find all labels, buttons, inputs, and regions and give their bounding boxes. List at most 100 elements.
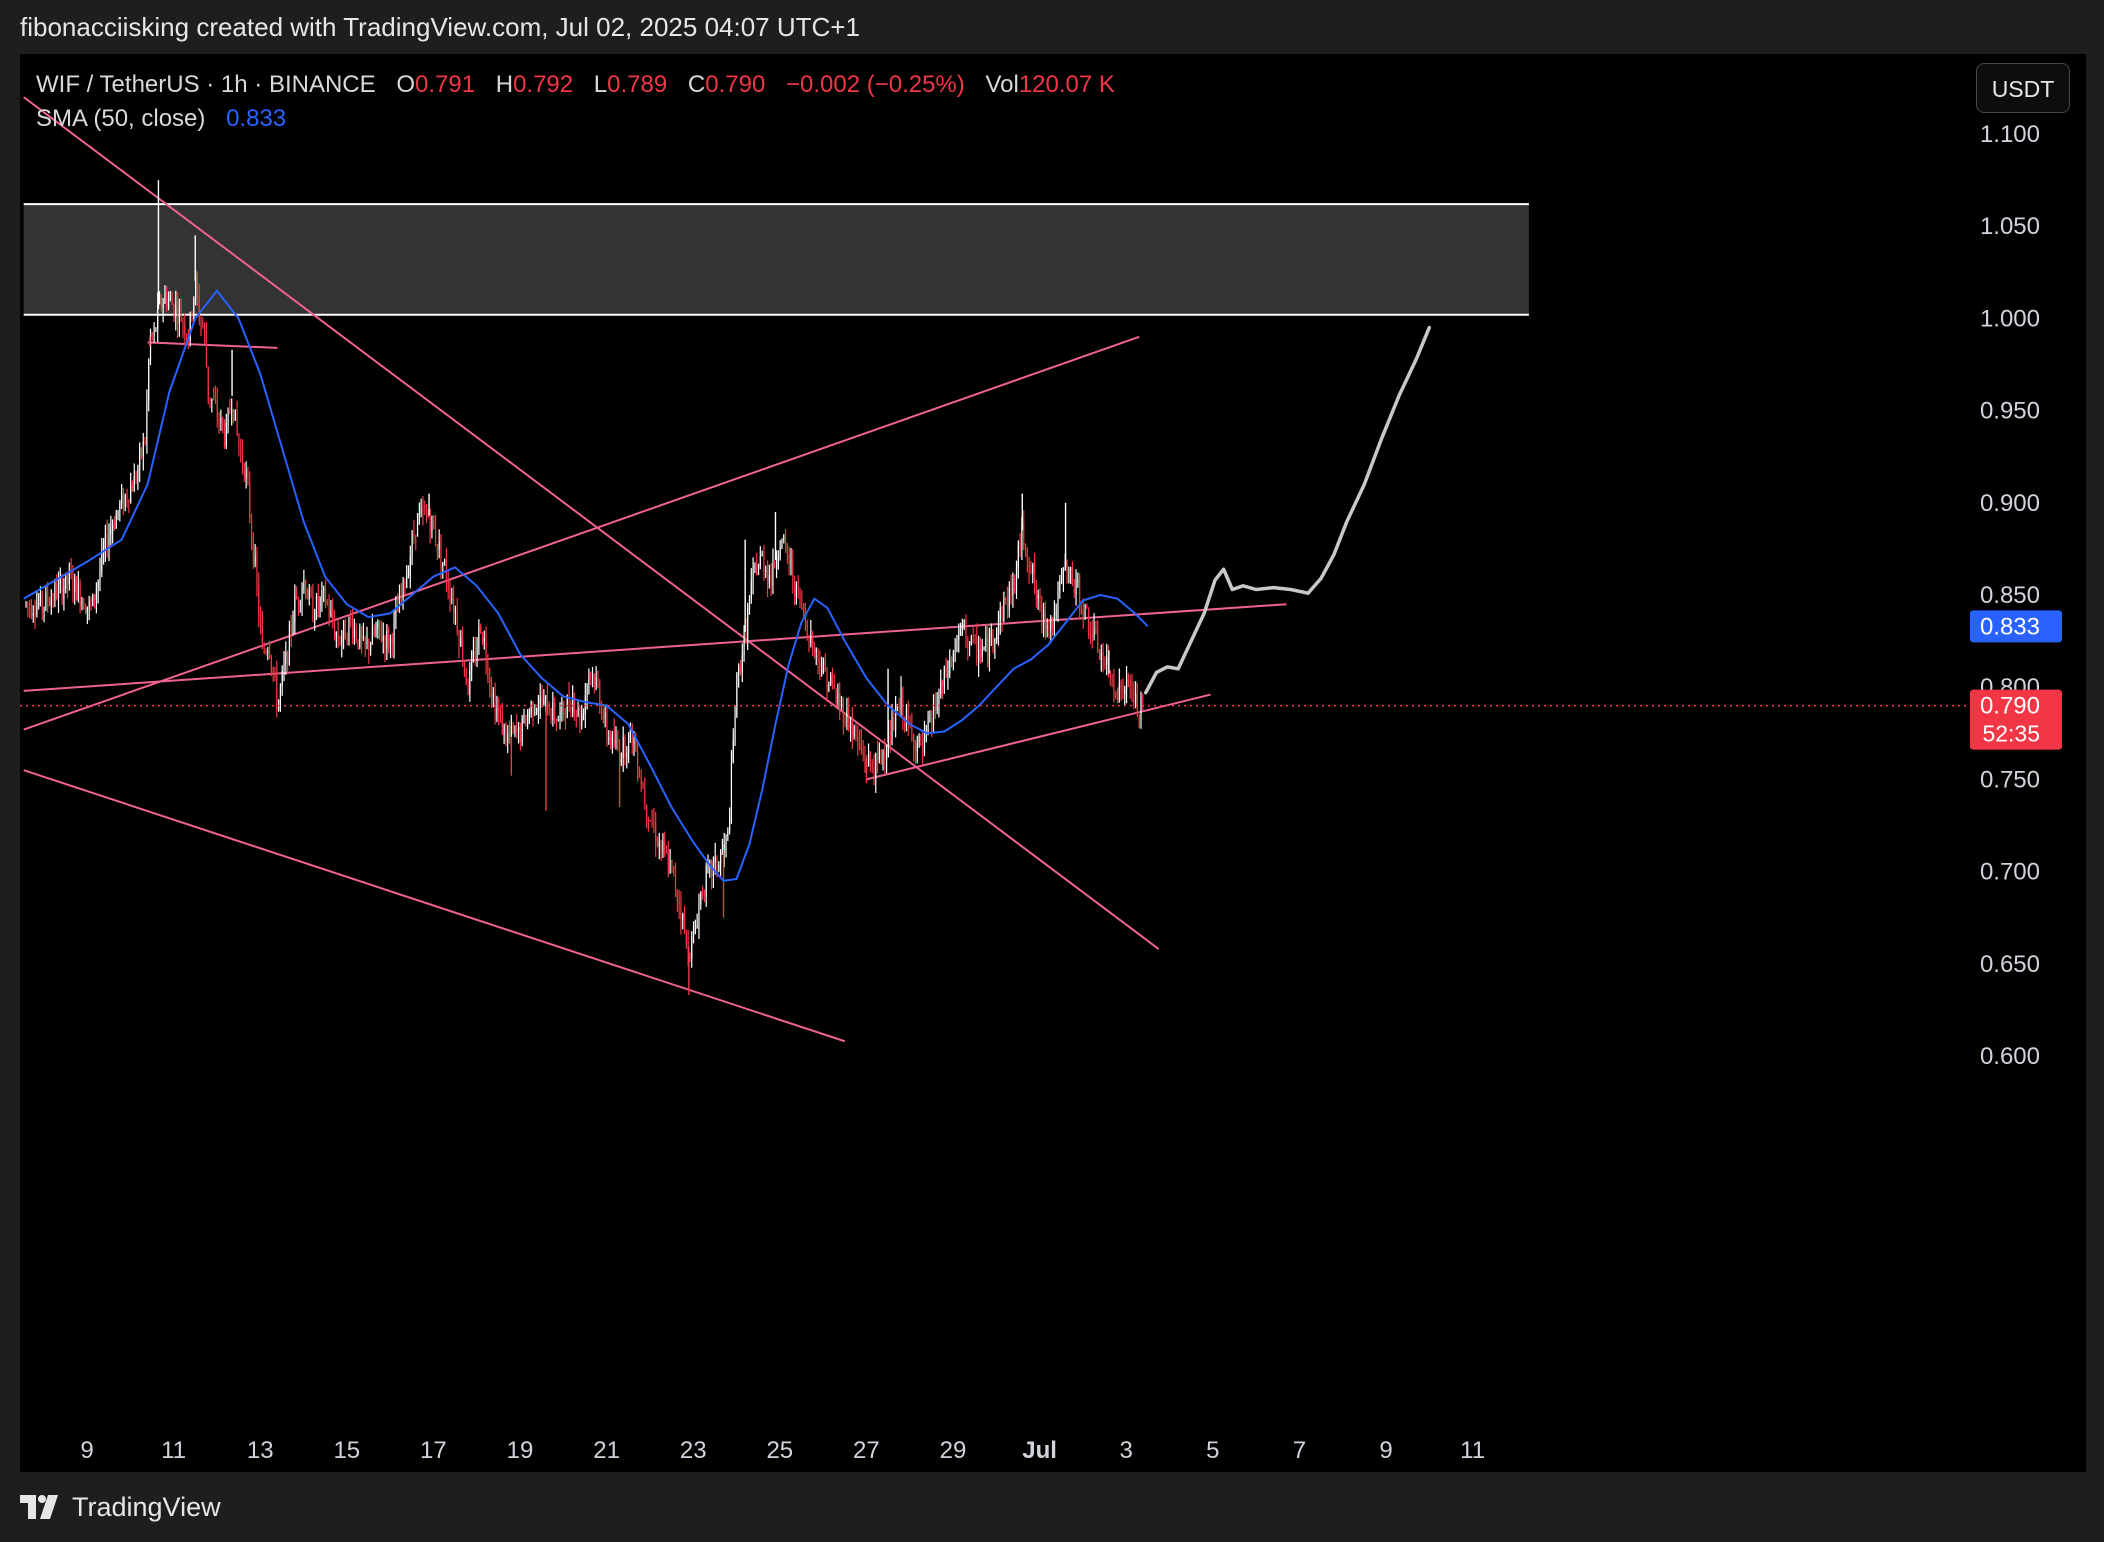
candle-body — [499, 711, 502, 714]
candle-body — [196, 276, 198, 296]
candle-body — [270, 656, 272, 668]
candle-body — [783, 536, 785, 540]
candles-group — [25, 180, 1144, 996]
candle-body — [889, 732, 891, 745]
candle-body — [914, 750, 917, 752]
currency-button[interactable]: USDT — [1976, 63, 2070, 113]
candle-body — [256, 555, 258, 585]
candle-body — [967, 640, 969, 648]
candle-body — [628, 733, 630, 754]
candle-body — [113, 526, 115, 529]
candle-body — [999, 607, 1001, 621]
candle-body — [664, 841, 666, 850]
candle-body — [505, 724, 507, 743]
candle-body — [678, 900, 680, 905]
candle-body — [29, 604, 31, 607]
candle-body — [794, 581, 796, 598]
candle-body — [382, 636, 384, 641]
candle-body — [85, 609, 87, 613]
candle-body — [211, 398, 213, 401]
candle-body — [792, 559, 794, 582]
candle-body — [70, 571, 72, 576]
candle-body — [404, 580, 406, 588]
chart-legend: WIF / TetherUS · 1h · BINANCE O0.791 H0.… — [36, 68, 1115, 136]
candle-body — [714, 856, 716, 863]
price-chart[interactable]: 1.1001.0501.0000.9500.9000.8500.8000.750… — [20, 54, 2086, 1472]
candle-body — [698, 904, 700, 927]
candle-body — [397, 607, 399, 612]
candle-body — [725, 836, 727, 844]
candle-body — [519, 726, 521, 743]
candle-body — [384, 636, 386, 649]
candle-body — [178, 307, 180, 324]
candle-body — [750, 580, 752, 599]
candle-body — [254, 555, 256, 565]
candle-body — [1098, 651, 1101, 660]
candle-body — [424, 511, 426, 513]
candle-body — [929, 717, 931, 722]
candle-body — [352, 620, 354, 637]
candle-body — [252, 536, 254, 565]
candle-body — [454, 610, 456, 613]
candle-body — [202, 323, 204, 326]
candle-body — [1019, 542, 1021, 550]
candle-body — [869, 752, 871, 761]
candle-body — [880, 749, 882, 763]
chart-panel[interactable]: 1.100 1.050 1.000 0.950 0.900 0.850 0.800 0.750… — [20, 54, 2086, 1472]
candle-body — [873, 768, 875, 779]
candle-body — [575, 713, 577, 715]
candle-body — [38, 602, 40, 606]
candle-body — [739, 666, 742, 673]
candle-body — [642, 784, 644, 789]
candle-body — [1129, 679, 1131, 686]
candle-body — [817, 649, 819, 661]
candle-body — [366, 640, 368, 645]
candle-body — [1052, 617, 1054, 630]
candle-body — [426, 512, 428, 515]
candle-body — [552, 702, 554, 720]
candle-body — [1068, 569, 1070, 571]
candle-body — [245, 469, 247, 478]
candle-body — [808, 638, 810, 644]
trendline — [147, 341, 278, 349]
candle-body — [75, 577, 78, 601]
candle-body — [133, 476, 135, 492]
candle-body — [436, 544, 438, 550]
symbol-label[interactable]: WIF / TetherUS · 1h · BINANCE — [36, 71, 376, 98]
candle-body — [1116, 698, 1119, 700]
candle-body — [606, 712, 608, 740]
candle-body — [350, 617, 352, 621]
candle-body — [195, 276, 197, 298]
candle-body — [121, 492, 123, 504]
candle-body — [288, 624, 290, 665]
candle-body — [398, 594, 401, 612]
candle-body — [281, 670, 283, 687]
candle-body — [859, 741, 861, 743]
candle-body — [407, 575, 410, 577]
candle-body — [258, 584, 260, 617]
candle-body — [481, 633, 484, 643]
candle-body — [339, 642, 341, 644]
candle-body — [828, 683, 830, 692]
candle-body — [472, 651, 474, 659]
candle-body — [563, 702, 565, 715]
candle-body — [886, 756, 888, 760]
candle-body — [155, 328, 157, 330]
candle-body — [317, 595, 319, 607]
candle-body — [700, 891, 702, 905]
candle-body — [411, 533, 413, 557]
candle-body — [458, 632, 460, 647]
candle-body — [837, 693, 839, 703]
candle-body — [346, 639, 348, 642]
change-value: −0.002 (−0.25%) — [785, 71, 965, 98]
candle-body — [963, 620, 965, 626]
candle-body — [703, 893, 705, 896]
tradingview-logo[interactable]: TradingView — [20, 1490, 221, 1524]
candle-body — [99, 571, 101, 582]
candle-body — [597, 677, 599, 684]
candle-body — [1097, 629, 1099, 652]
candle-body — [368, 640, 370, 651]
sma-label[interactable]: SMA (50, close) — [36, 105, 206, 132]
candle-body — [1055, 612, 1057, 614]
candle-body — [335, 632, 337, 637]
